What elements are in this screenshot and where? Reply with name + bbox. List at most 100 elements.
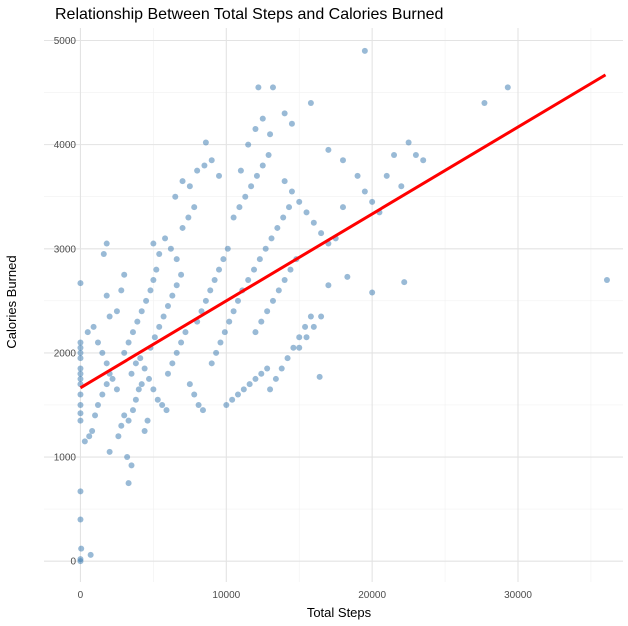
data-point <box>307 313 314 320</box>
data-point <box>398 183 405 190</box>
data-point <box>81 438 88 445</box>
data-point <box>121 271 128 278</box>
trend-line <box>79 73 607 390</box>
data-point <box>195 401 202 408</box>
data-point <box>216 266 223 273</box>
data-point <box>125 417 132 424</box>
x-axis-label: Total Steps <box>307 605 372 620</box>
data-point <box>252 375 259 382</box>
data-point <box>191 204 198 211</box>
data-point <box>310 323 317 330</box>
data-point <box>310 219 317 226</box>
data-point <box>121 412 128 419</box>
data-point <box>156 250 163 257</box>
data-point <box>391 152 398 159</box>
data-point <box>84 329 91 336</box>
data-point <box>234 391 241 398</box>
data-point <box>237 167 244 174</box>
data-point <box>156 323 163 330</box>
data-point <box>303 334 310 341</box>
data-point <box>246 381 253 388</box>
y-axis-ticks: 0 1000 2000 3000 4000 5000 <box>54 36 77 568</box>
data-point <box>134 318 141 325</box>
data-point <box>504 84 511 91</box>
data-point <box>316 373 323 380</box>
data-point <box>154 396 161 403</box>
data-point <box>179 224 186 231</box>
data-point <box>178 271 185 278</box>
data-point <box>268 235 275 242</box>
data-point <box>185 214 192 221</box>
data-point <box>106 448 113 455</box>
data-point <box>224 245 231 252</box>
data-point <box>150 240 157 247</box>
data-point <box>150 277 157 284</box>
data-point <box>100 250 107 257</box>
data-point <box>167 245 174 252</box>
data-point <box>325 146 332 153</box>
data-point <box>77 349 84 356</box>
data-point <box>401 279 408 286</box>
data-point <box>481 99 488 106</box>
data-point <box>281 110 288 117</box>
data-point <box>132 396 139 403</box>
y-tick-label: 0 <box>70 557 76 568</box>
data-point <box>186 381 193 388</box>
data-point <box>405 139 412 146</box>
data-point <box>267 131 274 138</box>
data-point <box>103 360 110 367</box>
data-point <box>86 433 93 440</box>
x-tick-label: 20000 <box>358 590 386 601</box>
data-point <box>259 162 266 169</box>
data-point <box>146 375 153 382</box>
y-tick-label: 2000 <box>54 348 77 359</box>
data-point <box>77 365 84 372</box>
data-point <box>89 428 96 435</box>
data-point <box>169 292 176 299</box>
data-point <box>275 287 282 294</box>
data-point <box>280 214 287 221</box>
data-point <box>115 433 122 440</box>
data-point <box>252 126 259 133</box>
data-point <box>318 230 325 237</box>
data-point <box>296 344 303 351</box>
data-point <box>245 141 252 148</box>
data-point <box>159 401 166 408</box>
data-point <box>128 462 135 469</box>
data-point <box>186 183 193 190</box>
data-point <box>164 303 171 310</box>
data-point <box>118 287 125 294</box>
data-point <box>258 370 265 377</box>
data-point <box>230 214 237 221</box>
data-point <box>272 375 279 382</box>
data-point <box>182 329 189 336</box>
data-point <box>178 339 185 346</box>
data-point <box>77 391 84 398</box>
data-point <box>236 204 243 211</box>
data-point <box>163 407 170 414</box>
grid <box>44 28 623 582</box>
data-point <box>194 167 201 174</box>
data-point <box>172 193 179 200</box>
data-point <box>258 318 265 325</box>
y-axis-label: Calories Burned <box>4 255 19 348</box>
x-tick-label: 0 <box>78 590 84 601</box>
y-tick-label: 5000 <box>54 36 77 47</box>
data-point <box>339 157 346 164</box>
x-tick-label: 30000 <box>504 590 532 601</box>
data-point <box>361 188 368 195</box>
data-point <box>77 516 84 523</box>
data-point <box>94 339 101 346</box>
data-point <box>325 282 332 289</box>
data-point <box>412 152 419 159</box>
data-point <box>191 391 198 398</box>
data-point <box>77 417 84 424</box>
data-point <box>132 360 139 367</box>
data-point <box>143 297 150 304</box>
data-point <box>77 375 84 382</box>
data-point <box>307 99 314 106</box>
data-point <box>124 454 131 461</box>
data-point <box>153 266 160 273</box>
y-tick-label: 3000 <box>54 244 77 255</box>
data-point <box>144 417 151 424</box>
